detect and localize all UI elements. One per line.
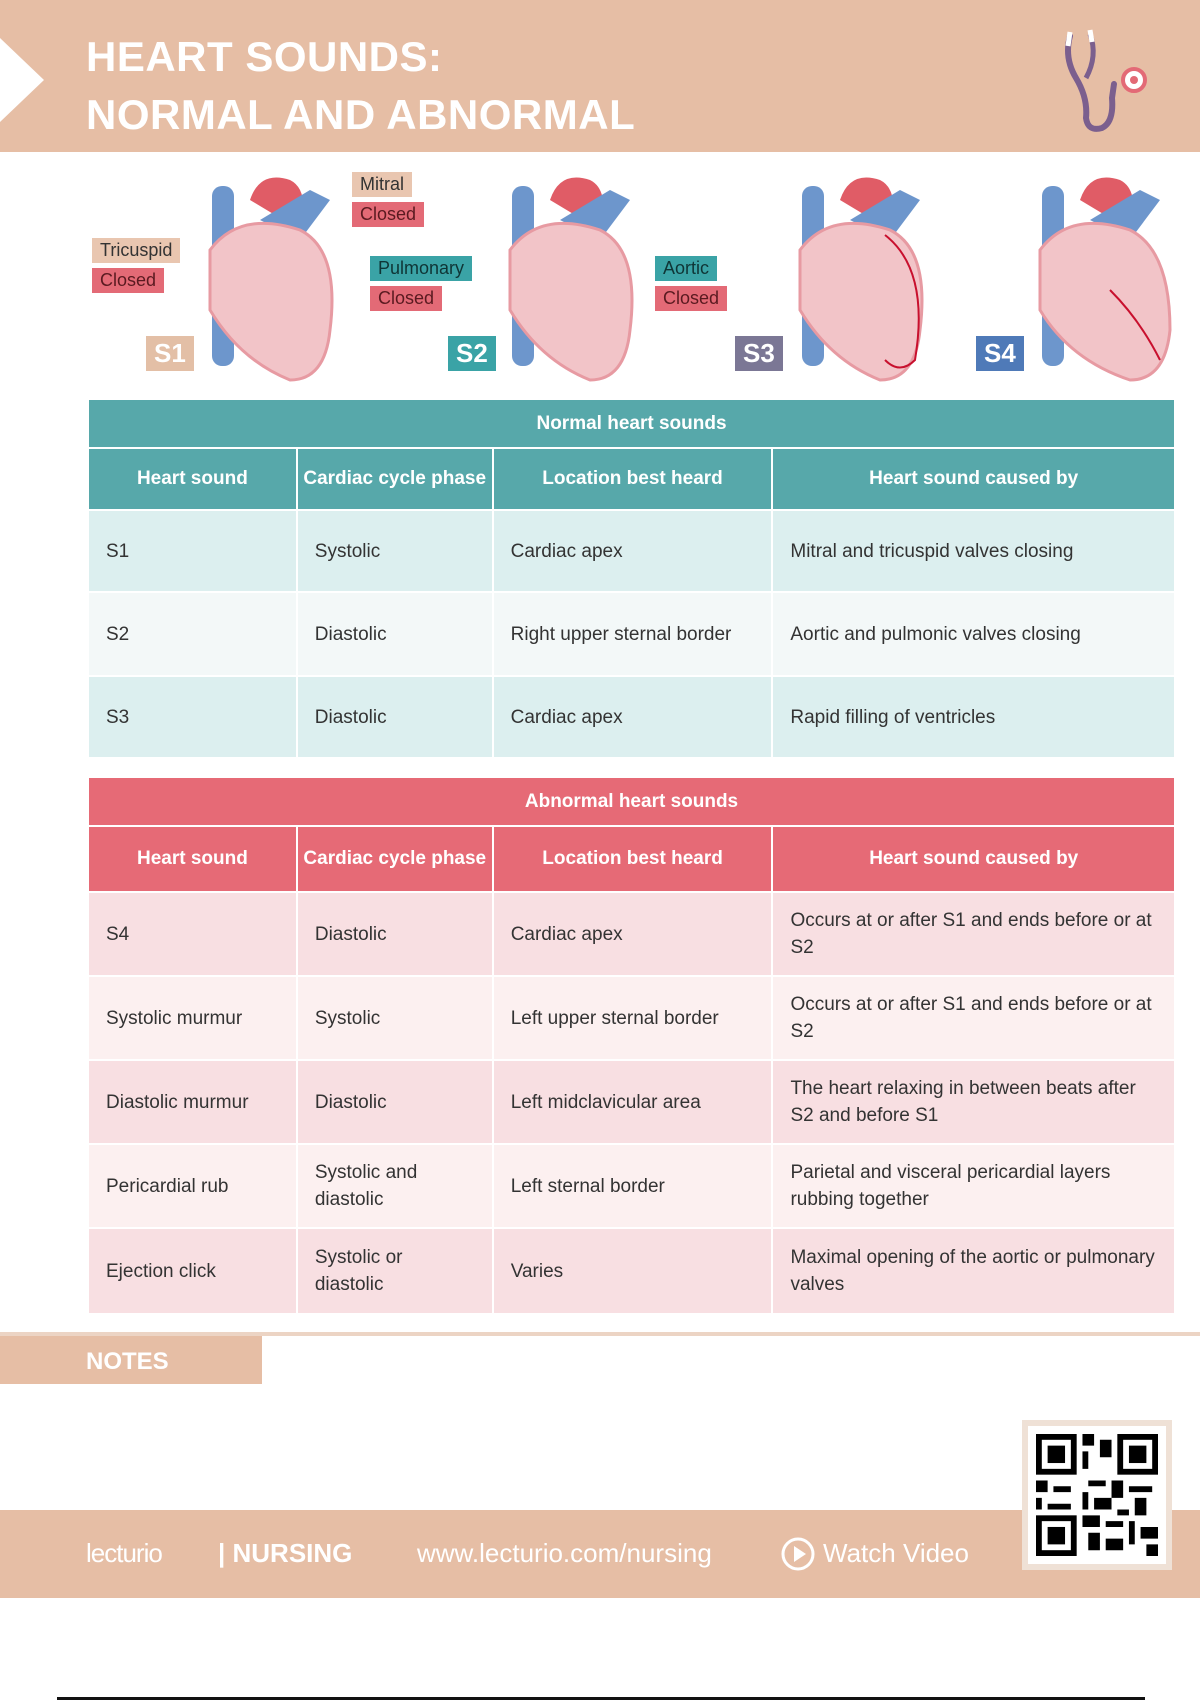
cell: Aortic and pulmonic valves closing: [772, 592, 1176, 677]
pulmonary-closed-label: Closed: [370, 286, 443, 311]
cell: Systolic or diastolic: [296, 1228, 494, 1315]
tricuspid-label: Tricuspid: [92, 238, 181, 263]
column-header: Cardiac cycle phase: [296, 448, 494, 511]
aortic-label: Aortic: [655, 256, 718, 281]
table-row: S4 Diastolic Cardiac apex Occurs at or afte…: [89, 892, 1176, 977]
table-caption: Normal heart sounds: [89, 400, 1176, 449]
cell: Diastolic: [296, 676, 494, 759]
cell: Rapid filling of ventricles: [772, 676, 1176, 759]
cell: Left sternal border: [492, 1144, 774, 1229]
cell: Cardiac apex: [492, 510, 774, 593]
arrow-decoration: [0, 38, 44, 122]
column-header: Cardiac cycle phase: [296, 826, 494, 893]
s3-badge: S3: [735, 336, 783, 371]
cell: Systolic: [296, 976, 494, 1061]
column-header: Location best heard: [492, 826, 774, 893]
table-row: Diastolic murmur Diastolic Left midclavicu…: [89, 1060, 1176, 1145]
table-caption: Abnormal heart sounds: [89, 778, 1176, 827]
cell: Systolic murmur: [89, 976, 298, 1061]
qr-code[interactable]: [1022, 1420, 1172, 1570]
mitral-closed-label: Closed: [352, 202, 425, 227]
column-header: Heart sound caused by: [772, 826, 1176, 893]
cell: Systolic and diastolic: [296, 1144, 494, 1229]
heart-illustrations: Tricuspid Closed Mitral Closed Pulmonary…: [0, 160, 1200, 390]
play-icon[interactable]: [780, 1536, 816, 1572]
stethoscope-icon: [1065, 29, 1147, 132]
normal-heart-sounds-table: Normal heart sounds Heart sound Cardiac …: [89, 400, 1176, 759]
aortic-closed-label: Closed: [655, 286, 728, 311]
title-line-1: HEART SOUNDS:: [86, 33, 443, 80]
page-title: HEART SOUNDS: NORMAL AND ABNORMAL: [86, 28, 635, 144]
tricuspid-closed-label: Closed: [92, 268, 165, 293]
cell: Diastolic: [296, 1060, 494, 1145]
cell: Systolic: [296, 510, 494, 593]
cell: S1: [89, 510, 298, 593]
notes-label: NOTES: [0, 1336, 262, 1384]
abnormal-heart-sounds-table: Abnormal heart sounds Heart sound Cardia…: [89, 778, 1176, 1315]
mitral-label: Mitral: [352, 172, 412, 197]
qr-code-icon: [1036, 1434, 1158, 1556]
cell: Right upper sternal border: [492, 592, 774, 677]
s4-badge: S4: [976, 336, 1024, 371]
bottom-divider: [57, 1697, 1145, 1700]
heart-s3: [798, 177, 924, 382]
heart-s4: [1038, 177, 1172, 382]
cell: Varies: [492, 1228, 774, 1315]
lecturio-logo: lecturio: [86, 1538, 163, 1568]
column-header: Location best heard: [492, 448, 774, 511]
nursing-brand: | NURSING: [218, 1538, 353, 1568]
heart-diagrams: [208, 177, 1172, 382]
cell: Ejection click: [89, 1228, 298, 1315]
cell: Cardiac apex: [492, 892, 774, 977]
column-header: Heart sound: [89, 448, 298, 511]
table-row: S1 Systolic Cardiac apex Mitral and tricusp…: [89, 510, 1176, 593]
column-header: Heart sound caused by: [772, 448, 1176, 511]
cell: Parietal and visceral pericardial layers…: [772, 1144, 1176, 1229]
cell: S3: [89, 676, 298, 759]
cell: Occurs at or after S1 and ends before or…: [772, 892, 1176, 977]
watch-video-link[interactable]: Watch Video: [823, 1538, 969, 1568]
cell: S2: [89, 592, 298, 677]
table-row: Pericardial rub Systolic and diastolic Lef…: [89, 1144, 1176, 1229]
cell: Pericardial rub: [89, 1144, 298, 1229]
s2-badge: S2: [448, 336, 496, 371]
table-row: S2 Diastolic Right upper sternal border Aor…: [89, 592, 1176, 677]
footer-band: lecturio | NURSING www.lecturio.com/nurs…: [0, 1510, 1200, 1598]
s1-badge: S1: [146, 336, 194, 371]
table-row: S3 Diastolic Cardiac apex Rapid filling of …: [89, 676, 1176, 759]
website-link[interactable]: www.lecturio.com/nursing: [417, 1538, 712, 1568]
cell: Maximal opening of the aortic or pulmona…: [772, 1228, 1176, 1315]
column-header: Heart sound: [89, 826, 298, 893]
pulmonary-label: Pulmonary: [370, 256, 473, 281]
table-row: Ejection click Systolic or diastolic Varie…: [89, 1228, 1176, 1315]
cell: Occurs at or after S1 and ends before or…: [772, 976, 1176, 1061]
cell: Mitral and tricuspid valves closing: [772, 510, 1176, 593]
cell: Diastolic: [296, 892, 494, 977]
cell: The heart relaxing in between beats afte…: [772, 1060, 1176, 1145]
heart-s1: [208, 177, 334, 382]
table-row: Systolic murmur Systolic Left upper sterna…: [89, 976, 1176, 1061]
cell: Diastolic murmur: [89, 1060, 298, 1145]
cell: Left upper sternal border: [492, 976, 774, 1061]
heart-s2: [508, 177, 634, 382]
cell: Diastolic: [296, 592, 494, 677]
header-banner: HEART SOUNDS: NORMAL AND ABNORMAL: [0, 0, 1200, 152]
title-line-2: NORMAL AND ABNORMAL: [86, 91, 636, 138]
cell: Left midclavicular area: [492, 1060, 774, 1145]
cell: S4: [89, 892, 298, 977]
cell: Cardiac apex: [492, 676, 774, 759]
notes-divider: [0, 1332, 1200, 1336]
